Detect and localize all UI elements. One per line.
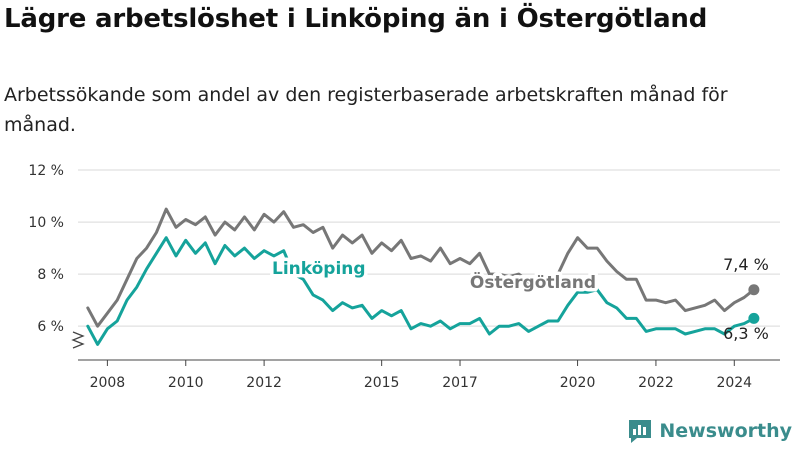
series-line-ostergotland: [86, 207, 756, 328]
brand-name: Newsworthy: [659, 420, 792, 442]
series-label-halo: Linköping: [272, 259, 366, 279]
x-tick-label: 2020: [560, 375, 596, 391]
x-tick-label: 2012: [246, 375, 282, 391]
y-tick-label: 10 %: [28, 215, 64, 231]
x-tick-label: 2017: [442, 375, 478, 391]
chart-title: Lägre arbetslöshet i Linköping än i Öste…: [4, 4, 708, 34]
x-tick-label: 2008: [90, 375, 126, 391]
series-end-value-label: 7,4 %: [723, 255, 769, 274]
newsworthy-logo: Newsworthy: [627, 418, 792, 444]
y-tick-label: 6 %: [37, 319, 64, 335]
series-lines: [86, 207, 760, 346]
chart-subtitle: Arbetssökande som andel av den registerb…: [4, 84, 728, 136]
axis-break-icon: [71, 331, 85, 349]
y-axis-ticks: 6 % 8 % 10 % 12 %: [28, 163, 64, 335]
series-endpoint: [748, 284, 760, 296]
series-endpoint: [748, 312, 760, 324]
series-label-halo: Östergötland: [470, 271, 596, 293]
series-end-value-label: 6,3 %: [723, 324, 769, 343]
x-tick-label: 2015: [364, 375, 400, 391]
series-label: Östergötland: [470, 271, 596, 293]
y-tick-label: 8 %: [37, 267, 64, 283]
x-tick-label: 2022: [638, 375, 674, 391]
y-tick-label: 12 %: [28, 163, 64, 179]
x-tick-label: 2010: [168, 375, 204, 391]
series-line-linkoping: [86, 236, 756, 346]
x-tick-label: 2024: [716, 375, 752, 391]
x-axis: 2008 2010 2012 2015 2017 2020 2022 2024: [71, 331, 780, 391]
bar-chart-logo-icon: [629, 420, 652, 443]
series-label: Linköping: [272, 259, 366, 279]
gridlines: [78, 169, 780, 327]
